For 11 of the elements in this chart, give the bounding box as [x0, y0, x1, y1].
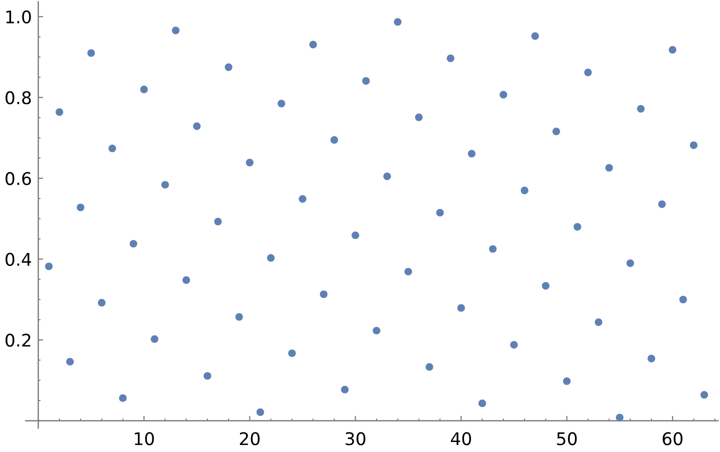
y-tick-label: 1.0	[6, 10, 31, 24]
x-tick-label: 20	[240, 432, 260, 446]
y-tick-label: 0.6	[6, 172, 31, 186]
y-tick-label: 0.2	[6, 334, 30, 347]
x-tick-label: 40	[450, 432, 472, 446]
x-tick-label: 10	[134, 432, 154, 446]
y-tick-label: 0.4	[6, 252, 32, 266]
y-tick-label: 0.8	[6, 91, 31, 104]
x-tick-label: 30	[346, 432, 366, 446]
x-tick-label: 50	[557, 432, 577, 446]
x-tick-label: 60	[662, 432, 682, 446]
